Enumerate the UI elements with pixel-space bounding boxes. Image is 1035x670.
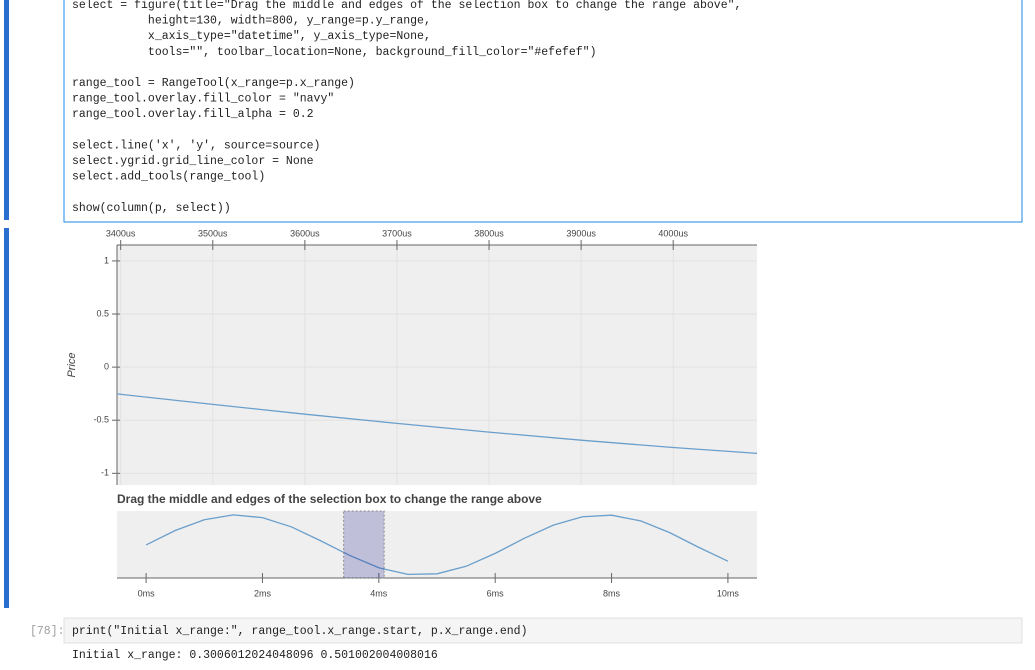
prompt: [78]: bbox=[30, 625, 65, 638]
code-cell[interactable] bbox=[63, 617, 1023, 644]
x-tick-label: 0ms bbox=[138, 588, 156, 598]
x-tick-label: 10ms bbox=[717, 588, 740, 598]
y-tick-label: 0.5 bbox=[96, 308, 109, 318]
code-line: select = figure(title="Drag the middle a… bbox=[72, 0, 741, 12]
code-line: range_tool = RangeTool(x_range=p.x_range… bbox=[72, 77, 355, 90]
x-tick-label: 4ms bbox=[370, 588, 388, 598]
cell-marker bbox=[4, 228, 9, 608]
code-line: select.add_tools(range_tool) bbox=[72, 171, 265, 184]
x-tick-label: 4000us bbox=[658, 228, 688, 238]
line-series bbox=[116, 393, 758, 455]
code-line: select.ygrid.grid_line_color = None bbox=[72, 155, 314, 168]
plot-background bbox=[117, 245, 757, 485]
x-tick-label: 3700us bbox=[382, 228, 412, 238]
code-line: select.line('x', 'y', source=source) bbox=[72, 139, 320, 152]
y-tick-label: 0 bbox=[104, 361, 109, 371]
x-tick-label: 6ms bbox=[487, 588, 505, 598]
y-tick-label: 1 bbox=[104, 255, 109, 265]
x-tick-label: 3900us bbox=[566, 228, 596, 238]
output-text: Initial x_range: 0.3006012024048096 0.50… bbox=[72, 649, 438, 662]
code-cell[interactable] bbox=[63, 0, 1023, 223]
code-line: range_tool.overlay.fill_alpha = 0.2 bbox=[72, 108, 314, 121]
y-tick-label: -0.5 bbox=[93, 415, 109, 425]
y-tick-label: -1 bbox=[101, 468, 109, 478]
plot-background bbox=[117, 511, 757, 578]
code-line: range_tool.overlay.fill_color = "navy" bbox=[72, 93, 334, 106]
code-line: show(column(p, select)) bbox=[72, 202, 231, 215]
x-tick-label: 3500us bbox=[198, 228, 228, 238]
x-tick-label: 3600us bbox=[290, 228, 320, 238]
x-tick-label: 2ms bbox=[254, 588, 272, 598]
code-line: tools="", toolbar_location=None, backgro… bbox=[72, 46, 597, 59]
x-tick-label: 8ms bbox=[603, 588, 621, 598]
y-axis-label: Price bbox=[66, 352, 78, 377]
x-tick-label: 3800us bbox=[474, 228, 504, 238]
range-selection[interactable] bbox=[343, 510, 385, 579]
code-line: print("Initial x_range:", range_tool.x_r… bbox=[72, 625, 527, 638]
line-series bbox=[145, 514, 729, 576]
code-line: x_axis_type="datetime", y_axis_type=None… bbox=[72, 30, 431, 43]
chart-title: Drag the middle and edges of the selecti… bbox=[117, 492, 542, 506]
x-tick-label: 3400us bbox=[106, 228, 136, 238]
cell-marker bbox=[4, 0, 9, 220]
code-line: height=130, width=800, y_range=p.y_range… bbox=[72, 15, 431, 28]
